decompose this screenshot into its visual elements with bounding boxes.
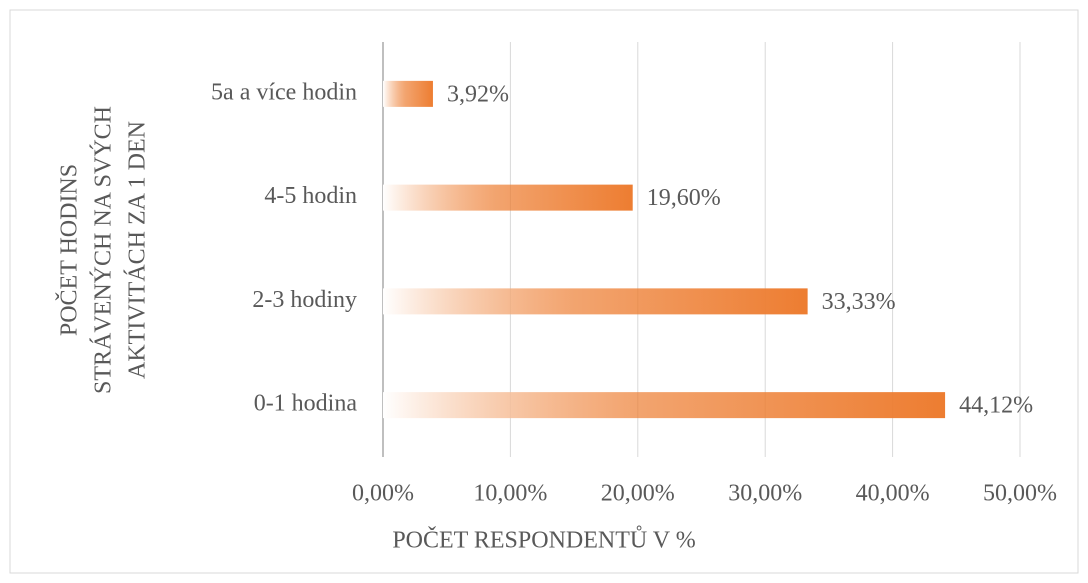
bar [383,80,433,107]
bar [383,184,633,211]
data-label: 44,12% [959,393,1033,419]
x-tick-label: 30,00% [728,481,802,507]
x-tick-label: 40,00% [856,481,930,507]
data-label: 33,33% [822,289,896,315]
x-tick-label: 50,00% [983,481,1057,507]
data-label: 19,60% [647,185,721,211]
data-label: 3,92% [447,81,509,107]
bar [383,288,808,315]
y-axis-title-line: POČET HODINS [56,164,83,336]
y-tick-label: 4-5 hodin [264,183,357,209]
y-tick-label: 5a a více hodin [211,79,357,105]
x-tick-label: 20,00% [601,481,675,507]
y-tick-label: 0-1 hodina [254,391,358,417]
x-tick-label: 10,00% [473,481,547,507]
y-axis-title-line: STRÁVENÝCH NA SVÝCH [91,106,117,394]
bar [383,392,946,419]
x-axis-title: POČET RESPONDENTŮ V % [392,527,695,554]
y-tick-label: 2-3 hodiny [252,287,357,313]
y-axis-title-line: AKTIVITÁCH ZA 1 DEN [125,121,151,379]
y-axis-title: POČET HODINS STRÁVENÝCH NA SVÝCH AKTIVITÁC… [56,106,151,394]
x-tick-label: 0,00% [352,481,414,507]
